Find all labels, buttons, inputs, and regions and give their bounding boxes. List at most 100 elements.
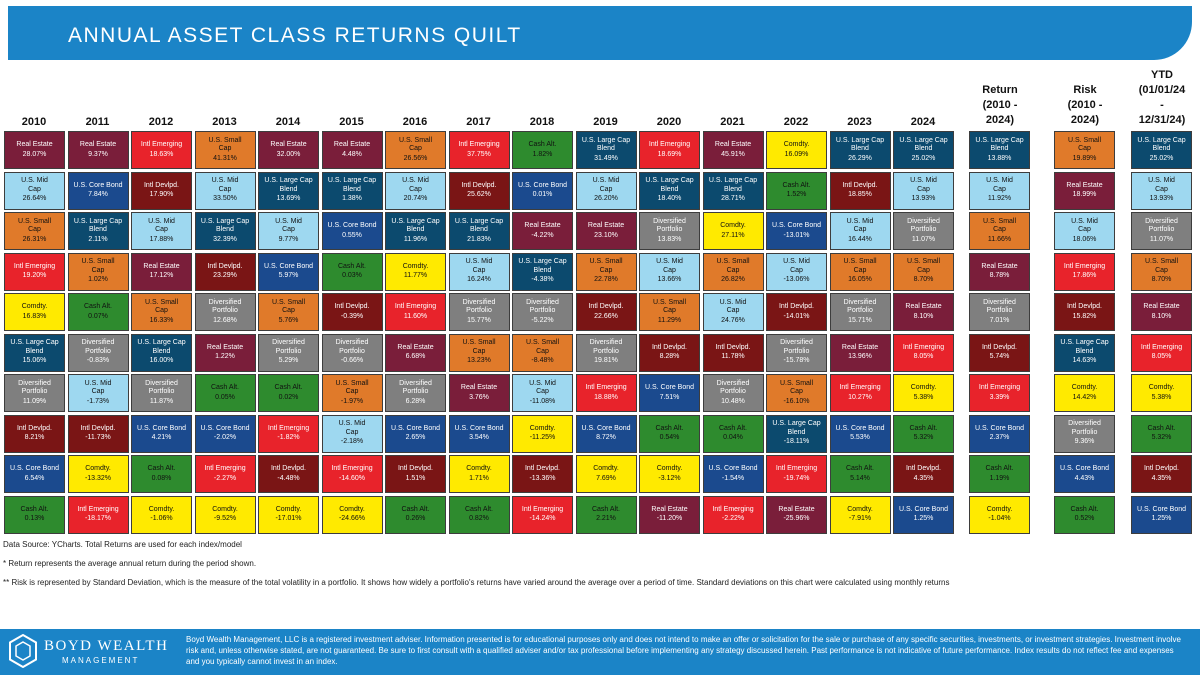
year-header: 2014	[275, 116, 301, 128]
return-value: 2.11%	[88, 235, 108, 243]
quilt-cell: Intl Emerging -19.74%	[766, 455, 827, 493]
return-value: -13.36%	[529, 474, 556, 482]
asset-name: U.S. Mid Cap	[986, 177, 1013, 193]
return-value: 6.68%	[405, 353, 426, 360]
return-value: 0.04%	[723, 434, 743, 441]
quilt-cell: Cash Alt. 0.08%	[131, 455, 192, 493]
quilt-cell: U.S. Large Cap Blend 1.38%	[321, 171, 383, 210]
return-value: 5.74%	[989, 353, 1010, 360]
return-value: 11.66%	[987, 235, 1012, 243]
quilt-cell: Comdty. 16.09%	[766, 131, 827, 169]
return-value: -2.22%	[721, 515, 745, 522]
return-value: 7.01%	[989, 316, 1010, 324]
return-value: 26.56%	[403, 154, 428, 162]
return-value: -18.17%	[84, 515, 112, 522]
return-value: 16.33%	[149, 316, 174, 324]
quilt-cell: U.S. Mid Cap 24.76%	[702, 293, 764, 331]
asset-name: U.S. Mid Cap	[148, 217, 175, 234]
asset-name: Real Estate	[714, 141, 752, 148]
asset-name: Intl Devlpd.	[778, 303, 815, 310]
metric-header: (2010 -	[1067, 99, 1103, 111]
return-value: 20.74%	[403, 195, 428, 203]
asset-name: Intl Devlpd.	[905, 465, 942, 472]
return-value: 16.44%	[848, 235, 872, 243]
asset-name: U.S. Large Cap Blend	[10, 339, 59, 355]
title-banner: ANNUAL ASSET CLASS RETURNS QUILT	[8, 6, 1192, 60]
asset-name: Intl Emerging	[13, 262, 56, 270]
quilt-cell: Intl Devlpd. -4.48%	[258, 455, 319, 493]
asset-name: U.S. Mid Cap	[846, 217, 874, 234]
return-value: 41.31%	[213, 154, 237, 162]
risk-footnote: ** Risk is represented by Standard Devia…	[3, 578, 950, 587]
return-value: -11.25%	[529, 434, 556, 441]
quilt-cell: U.S. Core Bond 2.37%	[969, 414, 1030, 453]
quilt-cell: U.S. Core Bond 5.53%	[829, 414, 891, 453]
return-value: -8.48%	[531, 357, 554, 365]
quilt-cell: Real Estate 6.68%	[385, 333, 446, 372]
asset-name: U.S. Core Bond	[898, 505, 949, 513]
asset-name: Real Estate	[16, 141, 53, 148]
quilt-cell: Intl Devlpd. -11.73%	[67, 414, 129, 453]
return-value: 11.87%	[149, 397, 174, 405]
return-value: -5.22%	[531, 316, 554, 324]
logo-name: BOYD WEALTH	[44, 638, 169, 654]
quilt-cell: Intl Emerging -18.17%	[67, 495, 129, 534]
return-value: 16.09%	[784, 150, 809, 158]
quilt-cell: Cash Alt. 5.32%	[1131, 414, 1192, 453]
asset-name: Real Estate	[143, 262, 180, 270]
asset-name: Cash Alt.	[464, 505, 493, 513]
asset-name: U.S. Core Bond	[390, 424, 441, 432]
quilt-cell: Real Estate 8.10%	[1131, 293, 1192, 331]
quilt-cell: Real Estate 32.00%	[258, 131, 319, 169]
asset-name: Comdty.	[148, 505, 175, 513]
return-value: 14.42%	[1072, 393, 1097, 401]
quilt-cell: U.S. Small Cap 41.31%	[194, 131, 256, 169]
return-value: -1.54%	[721, 474, 745, 482]
return-value: 16.00%	[149, 357, 174, 365]
asset-name: U.S. Core Bond	[1136, 505, 1187, 513]
asset-name: Intl Emerging	[331, 465, 373, 472]
quilt-cell: U.S. Large Cap Blend 32.39%	[194, 212, 256, 250]
asset-name: U.S. Core Bond	[708, 465, 758, 472]
return-value: 8.10%	[1151, 312, 1172, 320]
asset-name: U.S. Small Cap	[779, 379, 814, 396]
return-footnote: * Return represents the average annual r…	[3, 559, 257, 568]
return-value: 15.06%	[22, 357, 47, 365]
quilt-cell: Comdty. -1.04%	[969, 495, 1030, 534]
quilt-cell: Cash Alt. 1.19%	[969, 455, 1030, 493]
quilt-cell: Diversified Portfolio 15.77%	[448, 293, 510, 331]
return-value: 18.69%	[657, 150, 682, 158]
quilt-cell: U.S. Core Bond 0.01%	[512, 171, 573, 210]
asset-name: U.S. Mid Cap	[592, 177, 620, 193]
asset-name: U.S. Core Bond	[835, 424, 885, 432]
quilt-cell: U.S. Mid Cap 17.88%	[131, 212, 192, 250]
asset-name: U.S. Core Bond	[327, 222, 377, 229]
quilt-cell: Diversified Portfolio -0.83%	[67, 333, 129, 372]
asset-name: Intl Devlpd.	[588, 303, 624, 310]
return-value: -17.01%	[275, 515, 302, 522]
asset-name: U.S. Large Cap Blend	[137, 339, 186, 355]
quilt-cell: Diversified Portfolio 11.07%	[893, 212, 954, 250]
asset-name: Cash Alt.	[1147, 424, 1176, 432]
return-value: 13.69%	[276, 195, 301, 203]
asset-name: U.S. Small Cap	[208, 136, 242, 153]
quilt-cell: U.S. Large Cap Blend -4.38%	[512, 252, 573, 291]
return-value: -2.27%	[213, 474, 237, 482]
quilt-cell: Intl Devlpd. -0.39%	[321, 293, 383, 331]
asset-name: U.S. Mid Cap	[719, 298, 747, 315]
asset-name: Intl Devlpd.	[143, 181, 180, 189]
quilt-cell: Intl Emerging 17.86%	[1054, 252, 1115, 291]
quilt-cell: Comdty. 16.83%	[4, 293, 65, 331]
return-value: 1.19%	[989, 474, 1010, 482]
quilt-cell: U.S. Core Bond -13.01%	[766, 212, 827, 250]
return-value: 0.13%	[24, 515, 45, 522]
quilt-cell: Cash Alt. 0.04%	[702, 414, 764, 453]
asset-name: Comdty.	[847, 505, 873, 513]
asset-name: Intl Devlpd.	[715, 343, 751, 351]
return-value: 19.89%	[1072, 154, 1097, 162]
return-value: 26.29%	[848, 154, 872, 162]
asset-name: U.S. Small Cap	[81, 258, 115, 274]
quilt-cell: Cash Alt. 0.82%	[448, 495, 510, 534]
return-value: -0.39%	[340, 312, 364, 320]
return-value: 0.01%	[532, 191, 553, 198]
